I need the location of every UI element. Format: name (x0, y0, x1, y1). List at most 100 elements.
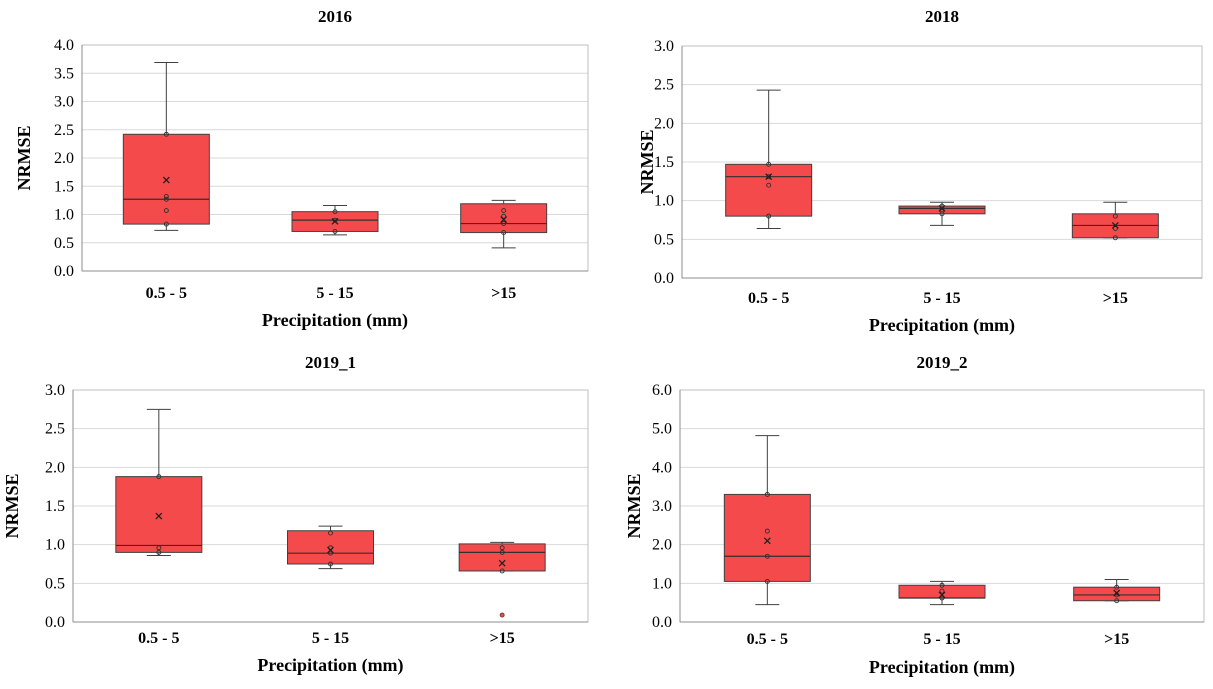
mean-marker (500, 216, 508, 224)
y-tick-label: 3.0 (45, 382, 65, 399)
mean-marker (1111, 221, 1119, 229)
mean-marker (498, 559, 506, 567)
x-tick-label: 5 - 15 (312, 630, 349, 647)
box-iqr (1073, 586, 1161, 602)
chart-panel-2019-1: 2019_1 0.0 0.5 1.0 1.5 2.0 2.5 3.0 0.5 - 5 5 - 15… (0, 342, 606, 684)
y-tick-label: 3.5 (54, 65, 74, 82)
data-point (156, 474, 162, 480)
data-point (939, 582, 945, 588)
y-tick-label: 2.5 (654, 77, 674, 94)
data-point (163, 196, 169, 202)
mean-marker (938, 204, 946, 212)
x-tick-label: >15 (1104, 631, 1129, 648)
y-tick-label: 2.0 (654, 115, 674, 132)
data-point (766, 213, 772, 219)
y-tick-label: 2.0 (45, 459, 65, 476)
y-axis-label: NRMSE (14, 125, 34, 190)
y-tick-label: 2.5 (54, 122, 74, 139)
data-point (764, 578, 770, 584)
box-plot-3 (458, 541, 546, 618)
data-point (501, 213, 507, 219)
y-tick-label: 0.0 (654, 270, 674, 287)
y-tick-label: 2.0 (54, 150, 74, 167)
y-tick-label: 4.0 (652, 459, 672, 476)
chart-svg: 2018 0.0 0.5 1.0 1.5 2.0 2.5 3.0 0.5 - 5 5 - 15 >1… (637, 7, 1203, 336)
data-point (156, 549, 162, 555)
box-plot-2 (898, 201, 986, 226)
x-axis-label: Precipitation (mm) (869, 315, 1015, 336)
mean-marker (327, 546, 334, 554)
data-point (156, 545, 162, 551)
box-plot-2 (287, 525, 374, 570)
data-point (501, 208, 507, 213)
y-tick-label: 1.5 (54, 178, 74, 195)
box-plot-3 (1073, 578, 1161, 604)
box-plot-2 (898, 580, 986, 606)
data-point (766, 182, 772, 188)
mean-marker (162, 176, 170, 184)
x-tick-label: >15 (490, 630, 515, 647)
y-tick-label: 1.5 (654, 154, 674, 171)
box-iqr (287, 530, 374, 565)
chart-panel-2019-2: 2019_2 0.0 1.0 2.0 3.0 4.0 5.0 6.0 0.5 - 5 5 - 15… (606, 342, 1213, 684)
chart-svg: 2019_2 0.0 1.0 2.0 3.0 4.0 5.0 6.0 0.5 - 5 5 - 15… (624, 353, 1205, 678)
y-tick-label: 1.0 (654, 193, 674, 210)
data-point (1112, 213, 1118, 219)
outlier-point (499, 612, 505, 618)
y-tick-label: 0.0 (652, 614, 672, 631)
y-axis-label: NRMSE (2, 473, 22, 538)
mean-marker (331, 217, 339, 225)
x-tick-label: 5 - 15 (923, 631, 960, 648)
y-tick-label: 2.5 (45, 421, 65, 438)
data-point (764, 553, 770, 559)
chart-title: 2019_2 (917, 353, 968, 372)
y-tick-label: 3.0 (54, 94, 74, 111)
y-tick-label: 0.5 (45, 575, 65, 592)
chart-svg: 2016 0.0 0.5 1.0 1.5 2.0 2.5 3.0 3.5 4.0 0.5 - 5 5 … (14, 7, 589, 331)
data-point (499, 568, 505, 574)
box-plot-1 (725, 89, 813, 230)
box-iqr (898, 205, 986, 215)
data-point (163, 193, 169, 199)
box-plot-2 (291, 204, 379, 236)
mean-marker (1113, 589, 1121, 597)
data-point (163, 221, 169, 227)
y-tick-label: 4.0 (54, 37, 74, 54)
box-plot-1 (723, 435, 811, 606)
y-tick-label: 1.5 (45, 498, 65, 515)
mean-marker (763, 537, 771, 545)
y-tick-label: 1.0 (652, 575, 672, 592)
x-tick-label: 0.5 - 5 (748, 290, 789, 307)
x-tick-label: 5 - 15 (923, 290, 960, 307)
x-tick-label: >15 (491, 285, 516, 302)
y-tick-label: 3.0 (654, 38, 674, 55)
data-point (163, 208, 169, 213)
y-tick-label: 1.0 (45, 537, 65, 554)
box-plot-3 (1071, 201, 1159, 241)
x-axis-label: Precipitation (mm) (869, 657, 1015, 678)
y-tick-label: 2.0 (652, 537, 672, 554)
data-point (332, 228, 338, 234)
y-axis-label: NRMSE (624, 473, 644, 538)
data-point (501, 230, 507, 236)
data-point (328, 550, 333, 556)
x-tick-label: 0.5 - 5 (747, 631, 788, 648)
chart-title: 2018 (925, 7, 959, 26)
box-iqr (458, 543, 546, 572)
x-tick-label: 0.5 - 5 (146, 285, 187, 302)
data-point (328, 530, 333, 536)
data-point (939, 595, 945, 601)
data-point (163, 131, 169, 137)
x-tick-label: 0.5 - 5 (138, 630, 179, 647)
y-tick-label: 0.5 (54, 235, 74, 252)
box-iqr (725, 163, 813, 217)
chart-panel-2018: 2018 0.0 0.5 1.0 1.5 2.0 2.5 3.0 0.5 - 5 5 - 15 >1… (606, 0, 1213, 342)
x-tick-label: >15 (1103, 290, 1128, 307)
y-tick-label: 6.0 (652, 382, 672, 399)
y-tick-label: 5.0 (652, 421, 672, 438)
box-plot-1 (122, 62, 210, 231)
data-point (1114, 584, 1120, 590)
data-point (764, 528, 770, 534)
x-tick-label: 5 - 15 (316, 285, 353, 302)
y-axis-label: NRMSE (637, 129, 657, 194)
